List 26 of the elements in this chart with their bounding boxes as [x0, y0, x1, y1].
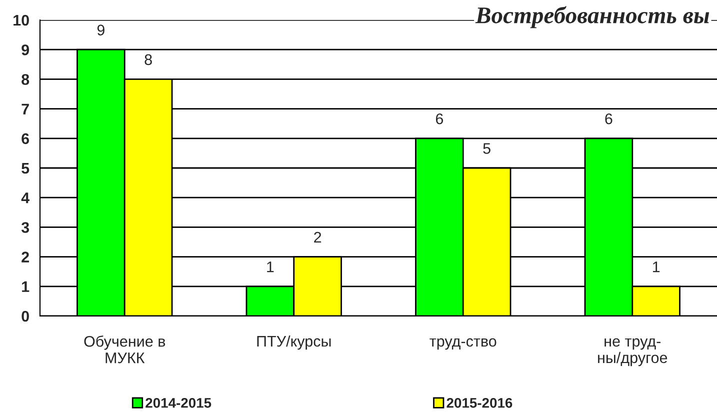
y-tick-label: 6: [22, 133, 30, 144]
data-label: 1: [267, 262, 274, 272]
legend-label: 2014-2015: [146, 398, 212, 408]
y-tick-label: 7: [22, 104, 29, 114]
data-label: 5: [483, 143, 490, 154]
y-tick-label: 10: [14, 14, 29, 26]
y-tick-label: 2: [22, 252, 29, 262]
y-tick-label: 5: [22, 163, 30, 174]
chart-title: Востребованность вы: [475, 6, 710, 28]
y-tick-label: 9: [22, 44, 30, 56]
data-label: 1: [652, 262, 660, 272]
x-tick-label: ПТУ/курсы: [257, 335, 331, 350]
y-tick-label: 3: [21, 222, 30, 233]
y-tick-label: 8: [22, 74, 30, 85]
y-tick-label: 0: [22, 310, 29, 322]
legend-label: 2015-2016: [446, 398, 512, 408]
data-label: 6: [605, 113, 612, 124]
x-tick-label: не труд- ны/другое: [598, 338, 668, 366]
data-label: 9: [97, 24, 104, 36]
data-label: 6: [436, 113, 444, 124]
x-tick-label: труд-ство: [430, 338, 496, 350]
data-label: 8: [144, 54, 152, 66]
data-label: 2: [314, 232, 322, 243]
y-tick-label: 1: [22, 281, 30, 292]
y-tick-label: 4: [21, 192, 30, 204]
x-tick-label: Обучение в МУКК: [84, 335, 166, 364]
